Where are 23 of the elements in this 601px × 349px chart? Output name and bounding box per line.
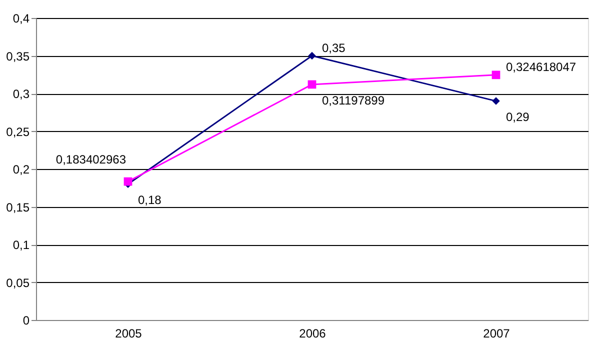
data-label: 0,183402963 bbox=[56, 152, 126, 167]
y-tick-label: 0,35 bbox=[6, 49, 30, 64]
data-label: 0,324618047 bbox=[506, 60, 576, 74]
y-tick-label: 0,25 bbox=[6, 124, 30, 139]
point bbox=[124, 177, 132, 186]
point bbox=[492, 70, 500, 80]
y-tick-label: 0,1 bbox=[12, 238, 30, 252]
y-tick-label: 0,05 bbox=[6, 276, 30, 290]
y-tick-label: 0,4 bbox=[12, 12, 30, 26]
y-tick-label: 0,3 bbox=[12, 87, 30, 101]
point bbox=[308, 80, 316, 89]
point bbox=[492, 97, 500, 105]
x-tick-label: 2007 bbox=[483, 326, 510, 340]
point bbox=[308, 52, 316, 60]
y-tick-label: 0 bbox=[22, 314, 30, 328]
x-tick-label: 2006 bbox=[299, 326, 326, 340]
y-tick-label: 0,15 bbox=[6, 200, 30, 214]
data-label: 0,18 bbox=[138, 193, 162, 208]
data-label: 0,35 bbox=[322, 40, 346, 55]
x-tick-label: 2005 bbox=[115, 326, 142, 340]
data-label: 0,29 bbox=[506, 110, 530, 124]
data-label: 0,31197899 bbox=[322, 93, 385, 108]
y-tick-label: 0,2 bbox=[12, 162, 30, 176]
